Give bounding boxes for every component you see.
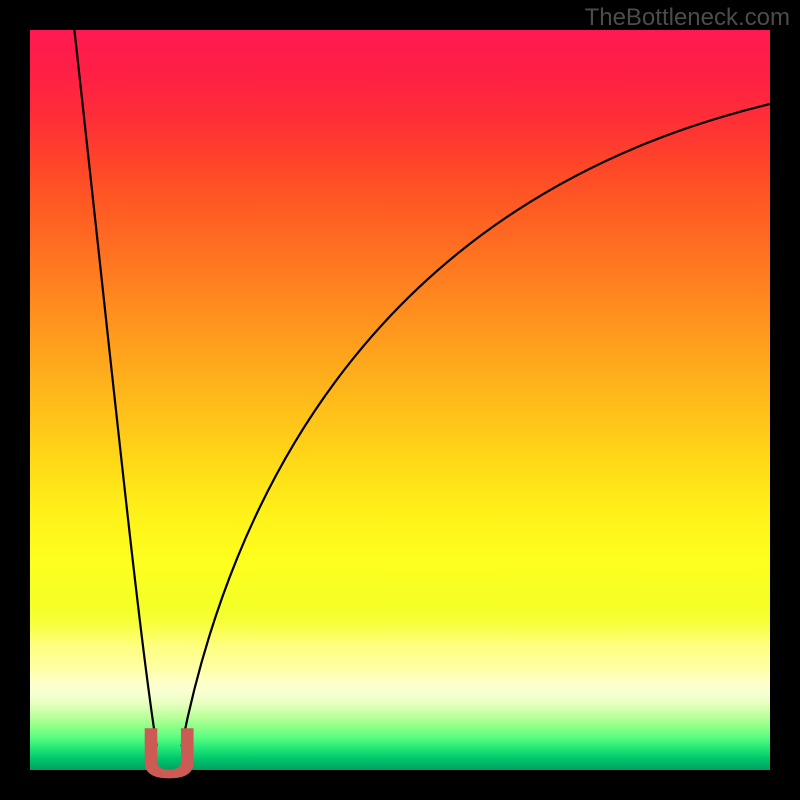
chart-background [30, 30, 770, 770]
site-watermark: TheBottleneck.com [585, 4, 790, 32]
bottleneck-chart [0, 0, 800, 800]
chart-container: TheBottleneck.com [0, 0, 800, 800]
